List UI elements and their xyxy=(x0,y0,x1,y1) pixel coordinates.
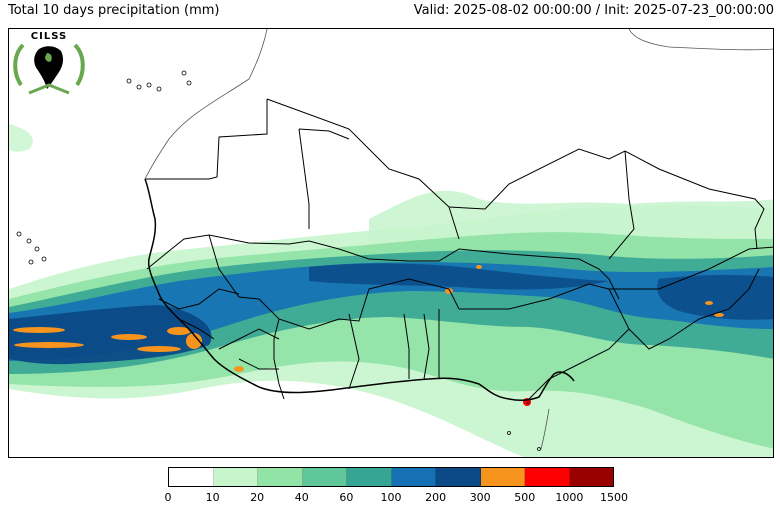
heavy-rain-cores xyxy=(13,265,724,372)
cilss-logo: CILSS xyxy=(13,31,85,95)
colorbar xyxy=(168,467,614,487)
logo-text: CILSS xyxy=(31,31,67,42)
colorbar-tick-label: 20 xyxy=(250,491,265,504)
precip-band-light-2 xyxy=(9,124,33,152)
colorbar-swatch xyxy=(347,468,392,486)
precip-band-dark-blue-3 xyxy=(657,274,773,320)
colorbar-tick-label: 10 xyxy=(205,491,220,504)
extreme-rain-core-dark xyxy=(526,401,530,405)
colorbar-tick-label: 1000 xyxy=(555,491,584,504)
colorbar-tick-label: 60 xyxy=(339,491,354,504)
colorbar-ticks: 0 10 20 40 60 100 200 300 500 1000 1500 xyxy=(164,491,629,507)
coastline xyxy=(144,178,575,402)
precipitation-map: CILSS xyxy=(8,28,774,458)
colorbar-swatch xyxy=(169,468,214,486)
country-borders xyxy=(145,98,773,400)
colorbar-tick-label: 300 xyxy=(469,491,491,504)
colorbar-tick-label: 200 xyxy=(425,491,447,504)
valid-init-time: Valid: 2025-08-02 00:00:00 / Init: 2025-… xyxy=(413,3,774,18)
colorbar-swatch xyxy=(436,468,481,486)
colorbar-swatch xyxy=(391,468,436,486)
colorbar-tick-label: 100 xyxy=(380,491,402,504)
islands xyxy=(16,70,541,451)
coastline-northeast xyxy=(628,29,773,51)
coastline-north xyxy=(144,29,268,180)
coastline-south xyxy=(540,408,550,450)
colorbar-swatch xyxy=(258,468,303,486)
colorbar-swatch xyxy=(480,468,525,486)
map-canvas xyxy=(9,29,773,457)
colorbar-swatch xyxy=(213,468,258,486)
colorbar-tick-label: 40 xyxy=(294,491,309,504)
colorbar-tick-label: 0 xyxy=(164,491,172,504)
colorbar-swatch xyxy=(302,468,347,486)
colorbar-tick-label: 1500 xyxy=(600,491,628,504)
precip-band-dark-blue-2 xyxy=(309,263,609,290)
colorbar-tick-label: 500 xyxy=(514,491,536,504)
map-title: Total 10 days precipitation (mm) xyxy=(8,3,220,18)
colorbar-swatch xyxy=(569,468,613,486)
colorbar-swatch xyxy=(525,468,570,486)
